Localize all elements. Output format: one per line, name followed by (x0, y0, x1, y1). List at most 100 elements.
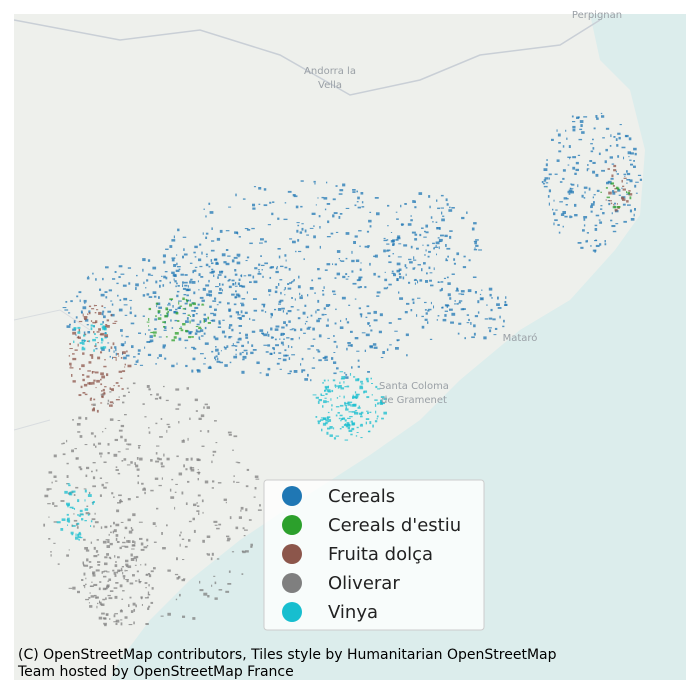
parcel (263, 304, 266, 308)
parcel (222, 319, 225, 321)
parcel (282, 358, 287, 362)
parcel (327, 411, 330, 414)
parcel (207, 595, 210, 598)
parcel (324, 208, 327, 211)
parcel (326, 416, 331, 419)
parcel (168, 302, 171, 305)
parcel (366, 230, 370, 233)
parcel (460, 290, 465, 293)
parcel (137, 352, 140, 355)
parcel (548, 177, 550, 180)
parcel (134, 363, 137, 365)
parcel (314, 182, 316, 185)
parcel (124, 341, 126, 344)
parcel (613, 191, 618, 193)
parcel (99, 581, 102, 583)
parcel (115, 382, 119, 384)
parcel (143, 546, 148, 549)
parcel (247, 274, 252, 277)
parcel (180, 329, 184, 332)
parcel (176, 290, 180, 293)
parcel (443, 277, 446, 280)
parcel (69, 343, 71, 345)
parcel (274, 290, 278, 294)
parcel (433, 267, 435, 271)
parcel (125, 335, 129, 338)
parcel (414, 233, 418, 236)
parcel (317, 197, 319, 199)
parcel (327, 420, 329, 423)
parcel (557, 224, 560, 226)
parcel (194, 256, 197, 258)
parcel (337, 412, 340, 414)
parcel (94, 594, 97, 597)
parcel (590, 210, 593, 213)
parcel (274, 308, 277, 311)
parcel (184, 545, 188, 548)
parcel (233, 475, 235, 477)
parcel (110, 314, 113, 317)
parcel (203, 313, 207, 316)
parcel (245, 508, 248, 512)
parcel (635, 192, 638, 194)
parcel (357, 206, 361, 209)
parcel (115, 523, 120, 527)
parcel (432, 221, 434, 223)
parcel (201, 299, 205, 302)
parcel (85, 549, 90, 552)
parcel (135, 287, 137, 291)
parcel (244, 529, 248, 531)
parcel (629, 159, 632, 161)
parcel (386, 239, 389, 241)
parcel (595, 244, 600, 248)
parcel (117, 385, 120, 387)
parcel (231, 328, 234, 332)
parcel (87, 275, 89, 278)
parcel (253, 298, 257, 300)
parcel (131, 528, 134, 531)
parcel (382, 351, 385, 354)
parcel (229, 361, 232, 364)
parcel (596, 117, 599, 120)
parcel (307, 294, 309, 297)
parcel (128, 282, 131, 285)
parcel (473, 240, 478, 243)
parcel (184, 302, 188, 305)
parcel (91, 403, 93, 406)
parcel (458, 302, 462, 304)
parcel (104, 525, 108, 529)
parcel (178, 300, 182, 302)
parcel (109, 388, 113, 390)
parcel (85, 417, 88, 420)
parcel (333, 361, 337, 364)
parcel (471, 227, 475, 231)
parcel (68, 491, 72, 495)
parcel (124, 414, 127, 416)
parcel (304, 378, 308, 381)
parcel (325, 387, 328, 390)
parcel (339, 428, 342, 430)
parcel (424, 254, 426, 256)
parcel (76, 526, 79, 529)
parcel (88, 491, 91, 495)
parcel (306, 234, 310, 236)
parcel (81, 579, 84, 581)
parcel (178, 575, 181, 579)
parcel (439, 227, 441, 230)
parcel (264, 240, 267, 243)
parcel (568, 193, 571, 195)
parcel (83, 334, 86, 337)
parcel (600, 208, 603, 210)
parcel (356, 350, 360, 352)
parcel (122, 401, 125, 404)
parcel (206, 535, 211, 538)
parcel (110, 404, 113, 407)
parcel (360, 262, 362, 264)
parcel (100, 402, 103, 404)
parcel (146, 341, 151, 343)
parcel (375, 385, 378, 389)
parcel (411, 231, 416, 234)
parcel (211, 270, 214, 274)
parcel (350, 420, 353, 423)
